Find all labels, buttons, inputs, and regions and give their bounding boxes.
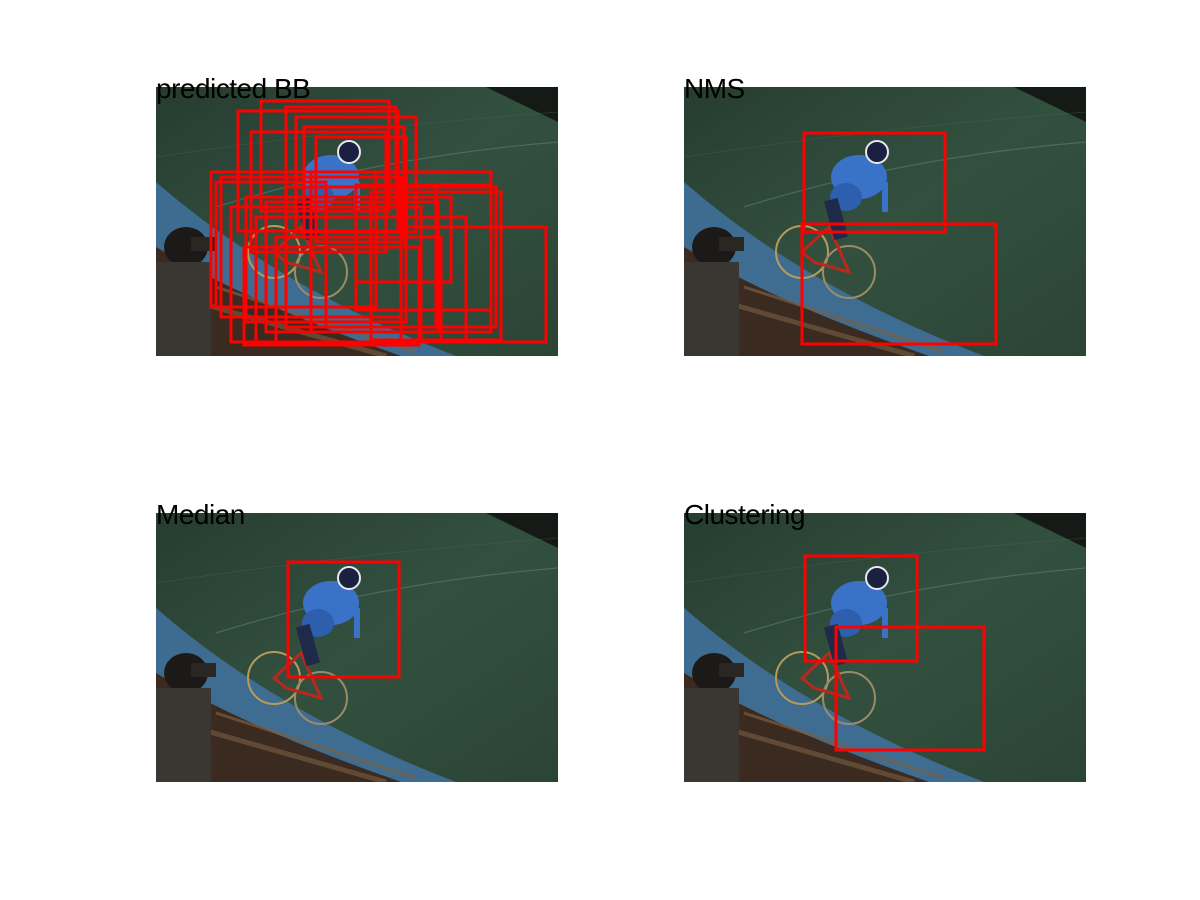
bounding-boxes (286, 560, 401, 679)
bounding-box (834, 625, 986, 752)
bounding-box (242, 245, 421, 347)
panel-clustering: Clustering (684, 501, 1086, 782)
bounding-box (324, 185, 498, 329)
panel-median: Median (156, 501, 558, 782)
panel-title: predicted BB (156, 73, 311, 104)
panel-predicted-bb: predicted BB (156, 75, 558, 356)
panel-nms: NMS (684, 75, 1086, 356)
bounding-box (209, 170, 378, 309)
bounding-boxes (209, 99, 548, 347)
bounding-box (249, 130, 388, 254)
bounding-boxes (803, 554, 986, 752)
bounding-box (399, 225, 548, 344)
bounding-box (264, 200, 440, 334)
bounding-box (802, 131, 947, 234)
bounding-box (286, 560, 401, 679)
bounding-boxes (800, 131, 998, 346)
bounding-box (354, 195, 453, 284)
bounding-box (800, 222, 998, 346)
bounding-box (369, 190, 503, 342)
bounding-box (803, 554, 919, 663)
panel-title: Clustering (684, 499, 806, 530)
bounding-box (254, 215, 468, 344)
panel-title: Median (156, 499, 245, 530)
bounding-box (314, 135, 408, 244)
panel-title: NMS (684, 73, 745, 104)
